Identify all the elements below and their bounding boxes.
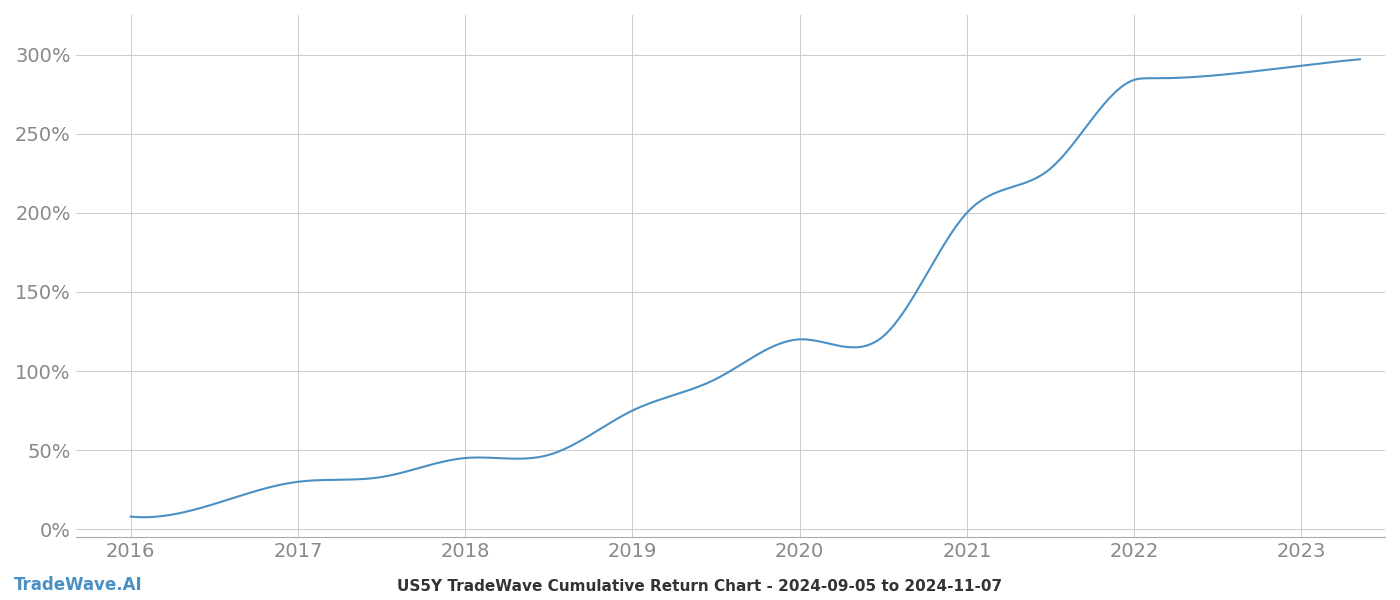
Text: US5Y TradeWave Cumulative Return Chart - 2024-09-05 to 2024-11-07: US5Y TradeWave Cumulative Return Chart -… <box>398 579 1002 594</box>
Text: TradeWave.AI: TradeWave.AI <box>14 576 143 594</box>
